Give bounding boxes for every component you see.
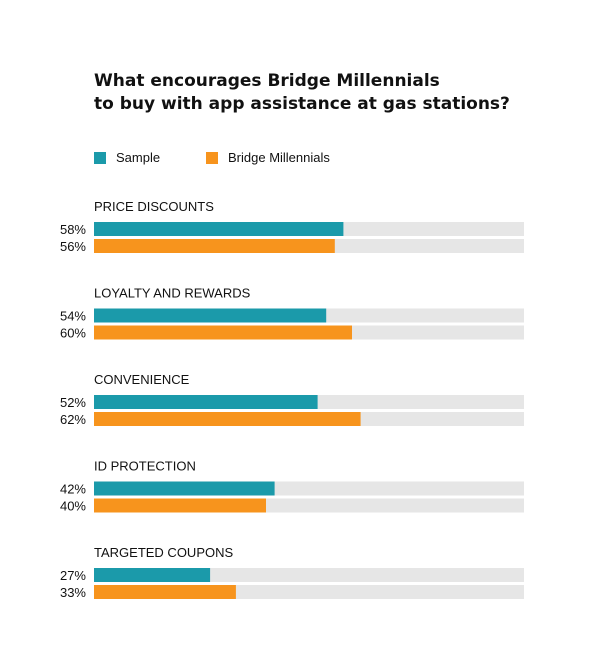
legend-label-sample: Sample xyxy=(116,150,161,165)
bar-convenience-sample xyxy=(94,395,318,409)
value-label-convenience-sample: 52% xyxy=(60,395,86,410)
category-label-id-protection: ID PROTECTION xyxy=(94,459,196,474)
value-label-price-discounts-sample: 58% xyxy=(60,222,86,237)
value-label-targeted-coupons-sample: 27% xyxy=(60,568,86,583)
value-label-targeted-coupons-bridge-millennials: 33% xyxy=(60,585,86,600)
category-label-targeted-coupons: TARGETED COUPONS xyxy=(94,545,233,560)
chart-title: What encourages Bridge Millennials to bu… xyxy=(94,70,554,116)
bar-convenience-bridge-millennials xyxy=(94,412,361,426)
bar-id-protection-bridge-millennials xyxy=(94,498,266,513)
value-label-loyalty-and-rewards-sample: 54% xyxy=(60,309,86,324)
value-label-convenience-bridge-millennials: 62% xyxy=(60,412,86,427)
legend-swatch-sample xyxy=(94,152,106,164)
bar-price-discounts-bridge-millennials xyxy=(94,239,335,253)
category-label-loyalty-and-rewards: LOYALTY AND REWARDS xyxy=(94,286,251,301)
value-label-price-discounts-bridge-millennials: 56% xyxy=(60,239,86,254)
legend-swatch-bridge-millennials xyxy=(206,152,218,164)
value-label-id-protection-bridge-millennials: 40% xyxy=(60,499,86,514)
category-label-convenience: CONVENIENCE xyxy=(94,372,190,387)
bar-price-discounts-sample xyxy=(94,222,344,236)
chart-title-line-1: What encourages Bridge Millennials xyxy=(94,71,440,91)
value-label-loyalty-and-rewards-bridge-millennials: 60% xyxy=(60,326,86,341)
bar-loyalty-and-rewards-bridge-millennials xyxy=(94,325,352,340)
legend-label-bridge-millennials: Bridge Millennials xyxy=(228,150,330,165)
bar-targeted-coupons-bridge-millennials xyxy=(94,585,236,599)
bar-loyalty-and-rewards-sample xyxy=(94,308,327,323)
bar-id-protection-sample xyxy=(94,481,275,496)
chart-title-line-2: to buy with app assistance at gas statio… xyxy=(94,94,510,114)
value-label-id-protection-sample: 42% xyxy=(60,482,86,497)
category-label-price-discounts: PRICE DISCOUNTS xyxy=(94,199,214,214)
bar-targeted-coupons-sample xyxy=(94,568,211,582)
